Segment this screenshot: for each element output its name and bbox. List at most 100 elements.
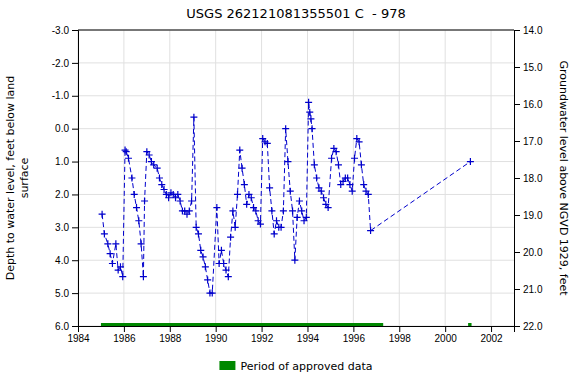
- marker: [104, 240, 111, 247]
- y-axis: -3.0-2.0-1.00.01.02.03.04.05.06.0: [52, 25, 79, 332]
- marker: [284, 158, 291, 165]
- marker: [200, 253, 207, 260]
- marker: [186, 207, 193, 214]
- legend-label: Period of approved data: [240, 360, 372, 373]
- tick: -3.0: [52, 25, 78, 36]
- tick: 1998: [389, 326, 412, 344]
- tick-label: 19.0: [523, 210, 543, 221]
- marker: [467, 158, 474, 165]
- marker: [225, 273, 232, 280]
- tick-mark: [170, 326, 171, 332]
- marker: [305, 99, 312, 106]
- marker: [289, 207, 296, 214]
- tick-mark: [72, 129, 78, 130]
- marker: [174, 191, 181, 198]
- marker: [335, 161, 342, 168]
- plot: 1984198619881990199219941996199820002002…: [4, 25, 570, 344]
- tick-label: -3.0: [52, 25, 70, 36]
- marker: [311, 161, 318, 168]
- marker: [125, 155, 132, 162]
- tick-label: 1984: [67, 333, 90, 344]
- marker: [227, 234, 234, 241]
- tick: 18.0: [514, 173, 543, 184]
- marker: [202, 263, 209, 270]
- tick: 1994: [297, 326, 320, 344]
- marker: [266, 184, 273, 191]
- tick-mark: [514, 178, 520, 179]
- title: USGS 262121081355501 C - 978: [186, 6, 405, 21]
- marker: [358, 161, 365, 168]
- marker: [344, 175, 351, 182]
- marker: [309, 125, 316, 132]
- tick: 2002: [480, 326, 503, 344]
- tick-mark: [72, 162, 78, 163]
- marks: [99, 99, 474, 326]
- marker: [278, 224, 285, 231]
- tick: 16.0: [514, 99, 543, 110]
- marker: [195, 230, 202, 237]
- marker: [313, 175, 320, 182]
- marker: [320, 194, 327, 201]
- marker: [131, 191, 138, 198]
- marker: [365, 191, 372, 198]
- tick: 1.0: [55, 156, 78, 167]
- tick: 0.0: [55, 123, 78, 134]
- tick-mark: [491, 326, 492, 332]
- marker: [291, 257, 298, 264]
- tick-mark: [72, 227, 78, 228]
- tick: 6.0: [55, 321, 78, 332]
- tick-mark: [124, 326, 125, 332]
- tick: 17.0: [514, 136, 543, 147]
- tick-label: 21.0: [523, 284, 543, 295]
- marker: [271, 230, 278, 237]
- marker: [241, 181, 248, 188]
- tick-mark: [514, 67, 520, 68]
- marker: [229, 207, 236, 214]
- tick-mark: [353, 326, 354, 332]
- tick-mark: [399, 326, 400, 332]
- tick: 20.0: [514, 247, 543, 258]
- tick-label: 6.0: [55, 321, 69, 332]
- tick-label: 20.0: [523, 247, 543, 258]
- grid-line: [78, 194, 514, 195]
- marker: [123, 148, 130, 155]
- tick-label: 2.0: [55, 189, 69, 200]
- tick-label: 3.0: [55, 222, 69, 233]
- marker: [188, 198, 195, 205]
- tick-label: 15.0: [523, 62, 543, 73]
- marker: [141, 198, 148, 205]
- marker: [239, 165, 246, 172]
- marker: [287, 188, 294, 195]
- marker: [356, 138, 363, 145]
- tick-mark: [514, 252, 520, 253]
- marker: [243, 201, 250, 208]
- marker: [280, 207, 287, 214]
- tick-label: 22.0: [523, 321, 543, 332]
- legend-swatch: [219, 361, 235, 370]
- marker: [294, 214, 301, 221]
- tick: 4.0: [55, 255, 78, 266]
- grid-line: [78, 293, 514, 294]
- tick-mark: [72, 326, 78, 327]
- marker: [223, 267, 230, 274]
- marker: [138, 240, 145, 247]
- tick-label: 16.0: [523, 99, 543, 110]
- tick-label: 14.0: [523, 25, 543, 36]
- tick-mark: [445, 326, 446, 332]
- marker: [197, 247, 204, 254]
- tick-mark: [72, 260, 78, 261]
- marker: [298, 207, 305, 214]
- marker: [303, 214, 310, 221]
- tick-mark: [216, 326, 217, 332]
- tick-label: 0.0: [55, 123, 69, 134]
- marker: [150, 161, 157, 168]
- tick: 2.0: [55, 189, 78, 200]
- tick: 5.0: [55, 288, 78, 299]
- marker: [218, 247, 225, 254]
- marker: [328, 155, 335, 162]
- marker: [177, 198, 184, 205]
- tick: 1988: [159, 326, 182, 344]
- tick-label: 17.0: [523, 136, 543, 147]
- grid-line: [399, 30, 400, 326]
- tick: 1996: [343, 326, 366, 344]
